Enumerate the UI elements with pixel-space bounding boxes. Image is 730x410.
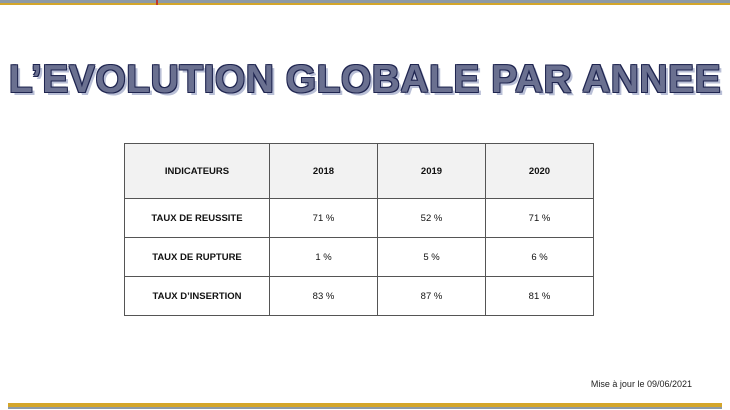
bottom-border-gold	[8, 403, 722, 407]
header-year-2018: 2018	[269, 143, 378, 199]
cell-reussite-2020: 71 %	[485, 198, 594, 238]
table-row: TAUX DE REUSSITE 71 % 52 % 71 %	[124, 198, 594, 238]
cell-reussite-2018: 71 %	[269, 198, 378, 238]
cell-insertion-2020: 81 %	[485, 276, 594, 316]
cell-reussite-2019: 52 %	[377, 198, 486, 238]
row-label-reussite: TAUX DE REUSSITE	[124, 198, 270, 238]
header-year-2019: 2019	[377, 143, 486, 199]
bottom-border-grey	[8, 407, 722, 409]
row-label-insertion: TAUX D’INSERTION	[124, 276, 270, 316]
cell-rupture-2019: 5 %	[377, 237, 486, 277]
cell-insertion-2018: 83 %	[269, 276, 378, 316]
header-year-2020: 2020	[485, 143, 594, 199]
table-row: TAUX D’INSERTION 83 % 87 % 81 %	[124, 276, 594, 316]
update-note: Mise à jour le 09/06/2021	[590, 379, 692, 389]
top-border-grey	[0, 0, 730, 3]
header-indicateurs: INDICATEURS	[124, 143, 270, 199]
top-border-gold	[0, 3, 730, 5]
table-header-row: INDICATEURS 2018 2019 2020	[124, 143, 594, 199]
row-label-rupture: TAUX DE RUPTURE	[124, 237, 270, 277]
cell-rupture-2018: 1 %	[269, 237, 378, 277]
table-row: TAUX DE RUPTURE 1 % 5 % 6 %	[124, 237, 594, 277]
indicators-table: INDICATEURS 2018 2019 2020 TAUX DE REUSS…	[124, 143, 594, 316]
top-border-mark	[156, 0, 158, 5]
cell-insertion-2019: 87 %	[377, 276, 486, 316]
page-title: L’EVOLUTION GLOBALE PAR ANNEE	[8, 58, 722, 101]
cell-rupture-2020: 6 %	[485, 237, 594, 277]
